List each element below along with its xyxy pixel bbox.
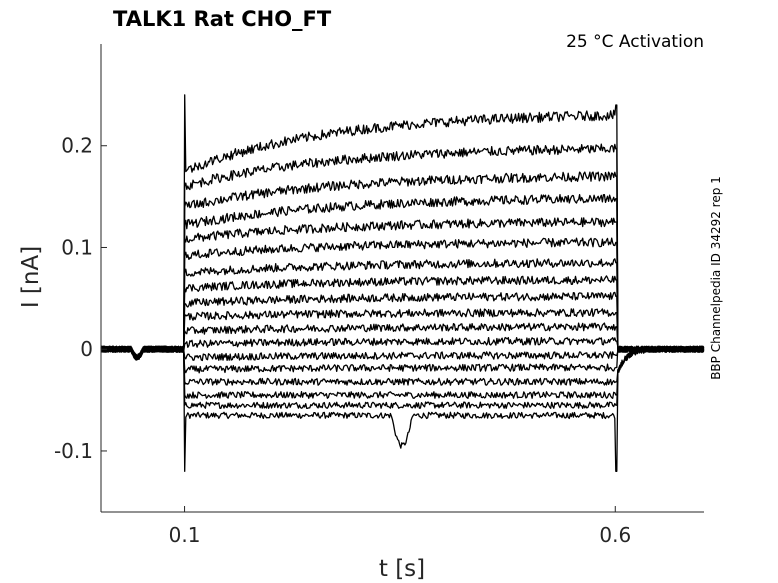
axes: 0.1 0.6 -0.1 0 0.1 0.2	[54, 44, 704, 547]
trace-line	[100, 345, 705, 386]
trace-line	[100, 275, 705, 360]
y-tick-label: 0.1	[61, 235, 93, 259]
x-tick-label: 0.6	[599, 523, 631, 547]
trace-line	[100, 345, 705, 472]
trace-line	[100, 193, 705, 361]
trace-line	[100, 143, 705, 360]
chart-subtitle: 25 °C Activation	[566, 32, 704, 52]
trace-line	[100, 94, 705, 360]
trace-line	[100, 217, 705, 359]
trace-line	[100, 237, 705, 360]
chart-title: TALK1 Rat CHO_FT	[113, 7, 332, 31]
trace-line	[100, 171, 705, 359]
trace-line	[100, 258, 704, 361]
trace-line	[100, 336, 704, 360]
traces	[100, 94, 705, 472]
trace-line	[100, 322, 704, 360]
trace-line	[100, 345, 705, 409]
x-axis-label: t [s]	[379, 556, 425, 582]
y-tick-label: 0	[80, 337, 93, 361]
side-label: BBP Channelpedia ID 34292 rep 1	[709, 176, 723, 380]
y-tick-label: 0.2	[61, 134, 93, 158]
trace-line	[100, 345, 704, 362]
x-tick-label: 0.1	[169, 523, 201, 547]
trace-line	[100, 345, 705, 399]
y-axis-label: I [nA]	[18, 246, 44, 308]
y-tick-label: -0.1	[54, 439, 93, 463]
trace-line	[100, 345, 705, 374]
trace-line	[100, 308, 705, 359]
trace-line	[100, 291, 705, 361]
